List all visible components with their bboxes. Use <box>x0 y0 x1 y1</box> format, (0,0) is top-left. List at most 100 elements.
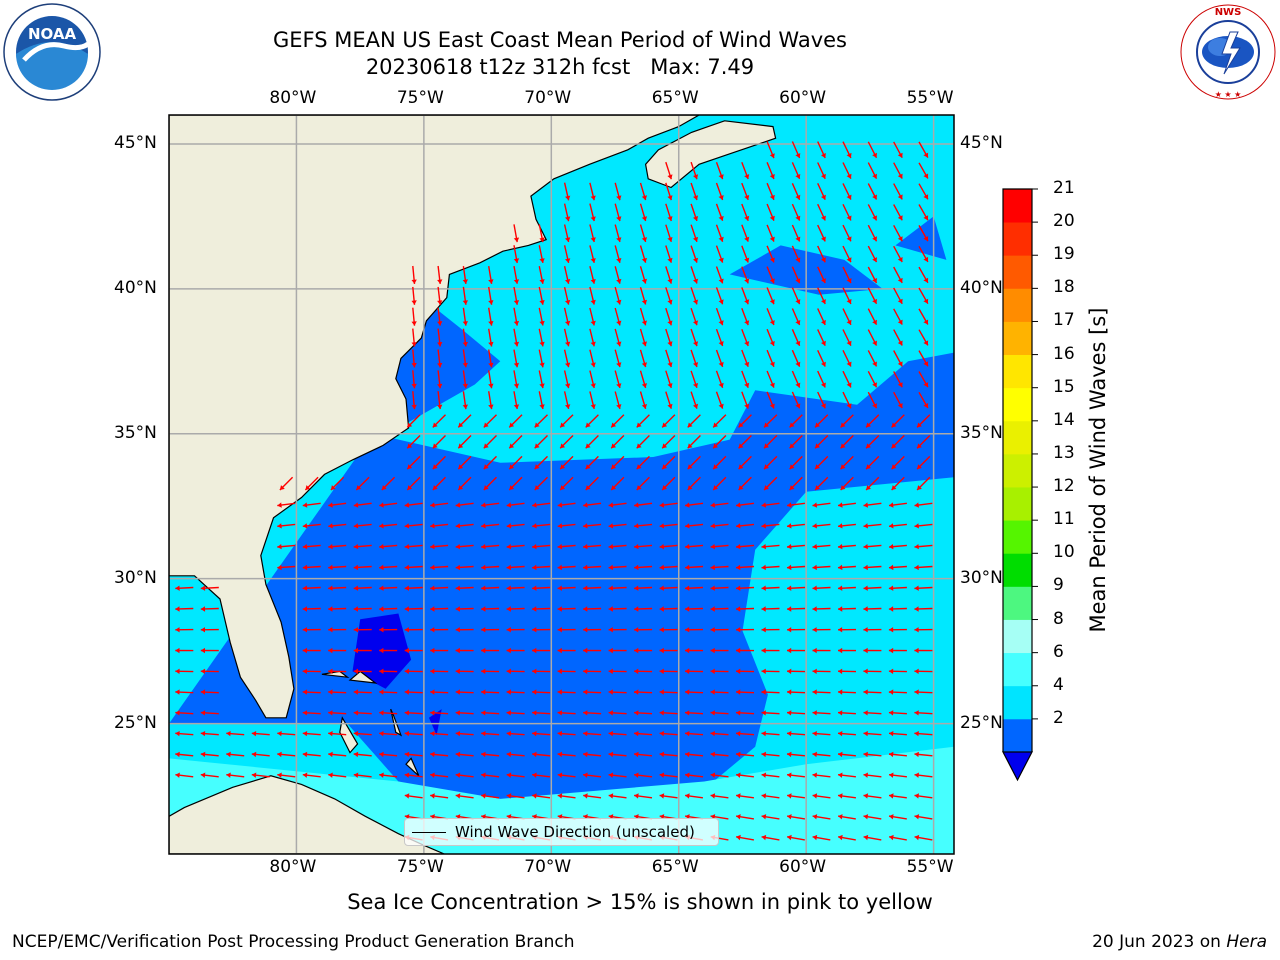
direction-arrow <box>893 204 903 221</box>
direction-arrow <box>786 689 806 695</box>
direction-arrow <box>455 689 474 695</box>
direction-arrow <box>589 203 596 222</box>
direction-arrow <box>761 544 780 550</box>
direction-arrow <box>918 391 929 409</box>
direction-arrow <box>863 668 882 674</box>
direction-arrow <box>735 564 755 571</box>
direction-arrow <box>430 606 449 612</box>
colorbar-segment <box>1003 420 1032 455</box>
direction-arrow <box>532 627 551 633</box>
latitude-tick-label: 30°N <box>960 567 1003 588</box>
direction-arrow <box>534 435 548 449</box>
direction-arrow <box>659 585 678 591</box>
direction-arrow <box>685 731 704 737</box>
direction-arrow <box>534 455 548 470</box>
direction-arrow <box>741 203 750 222</box>
direction-arrow <box>532 564 551 571</box>
direction-arrow <box>634 544 653 550</box>
direction-arrow <box>812 585 831 591</box>
direction-arrow <box>277 523 296 529</box>
direction-arrow <box>481 606 500 612</box>
direction-arrow <box>328 627 347 633</box>
direction-arrow <box>251 751 270 758</box>
direction-arrow <box>812 710 831 716</box>
direction-arrow <box>786 564 806 571</box>
direction-arrow <box>735 647 755 654</box>
direction-arrow <box>863 689 882 695</box>
direction-arrow <box>842 162 852 180</box>
direction-arrow <box>328 668 347 674</box>
colorbar-tick-label: 16 <box>1053 343 1075 364</box>
direction-arrow <box>481 544 500 550</box>
direction-arrow <box>812 502 831 508</box>
direction-arrow <box>506 793 525 799</box>
direction-arrow <box>837 627 857 633</box>
direction-arrow <box>538 349 545 368</box>
direction-arrow <box>690 182 699 201</box>
direction-arrow <box>918 329 929 346</box>
direction-arrow <box>330 476 345 491</box>
chart-subtitle: 20230618 t12z 312h fcst Max: 7.49 <box>365 55 755 79</box>
direction-arrow <box>583 731 602 737</box>
direction-arrow <box>557 668 576 674</box>
direction-arrow <box>891 414 905 428</box>
direction-arrow <box>614 391 622 410</box>
direction-arrow <box>532 751 551 758</box>
direction-arrow <box>867 245 878 263</box>
direction-arrow <box>842 370 852 388</box>
direction-arrow <box>840 435 854 449</box>
direction-arrow <box>842 287 852 305</box>
direction-arrow <box>432 476 446 491</box>
colorbar-segment <box>1003 255 1032 289</box>
direction-arrow <box>888 834 907 841</box>
direction-arrow <box>328 772 347 778</box>
direction-arrow <box>636 455 650 470</box>
direction-arrow <box>639 245 647 263</box>
direction-arrow <box>863 710 882 716</box>
direction-arrow <box>508 455 523 470</box>
colorbar-segment <box>1003 553 1032 587</box>
longitude-tick-label: 70°W <box>524 857 572 877</box>
direction-arrow <box>302 564 321 571</box>
direction-arrow <box>710 772 729 778</box>
direction-arrow <box>506 772 525 778</box>
direction-arrow <box>863 834 882 841</box>
direction-arrow <box>837 814 856 820</box>
direction-arrow <box>200 772 219 778</box>
direction-arrow <box>557 793 576 799</box>
latitude-tick-label: 25°N <box>114 712 157 733</box>
direction-arrow <box>200 668 219 674</box>
direction-arrow <box>610 455 625 470</box>
direction-arrow <box>840 455 854 470</box>
direction-arrow <box>888 793 907 799</box>
direction-arrow <box>741 266 750 284</box>
direction-arrow <box>712 435 727 449</box>
direction-arrow <box>404 793 423 799</box>
direction-arrow <box>481 731 500 737</box>
direction-arrow <box>437 265 443 284</box>
direction-arrow <box>379 668 398 674</box>
direction-arrow <box>665 224 673 243</box>
direction-arrow <box>786 606 806 612</box>
direction-arrow <box>893 224 903 242</box>
direction-arrow <box>639 307 647 326</box>
colorbar-tick-label: 20 <box>1053 211 1075 232</box>
direction-arrow <box>918 371 929 388</box>
direction-arrow <box>634 627 653 633</box>
direction-arrow <box>791 224 801 242</box>
direction-arrow <box>457 435 472 449</box>
direction-arrow <box>636 414 650 428</box>
direction-arrow <box>791 308 801 326</box>
direction-arrow <box>761 647 780 654</box>
direction-arrow <box>481 689 500 695</box>
direction-arrow <box>817 203 826 221</box>
direction-arrow <box>812 627 831 633</box>
direction-arrow <box>538 328 545 347</box>
colorbar-segment <box>1003 718 1032 753</box>
direction-arrow <box>379 544 398 550</box>
map-frame <box>168 114 955 855</box>
direction-arrow <box>888 689 907 695</box>
direction-arrow <box>712 455 727 470</box>
direction-arrow <box>741 308 750 326</box>
direction-arrow <box>559 455 574 470</box>
